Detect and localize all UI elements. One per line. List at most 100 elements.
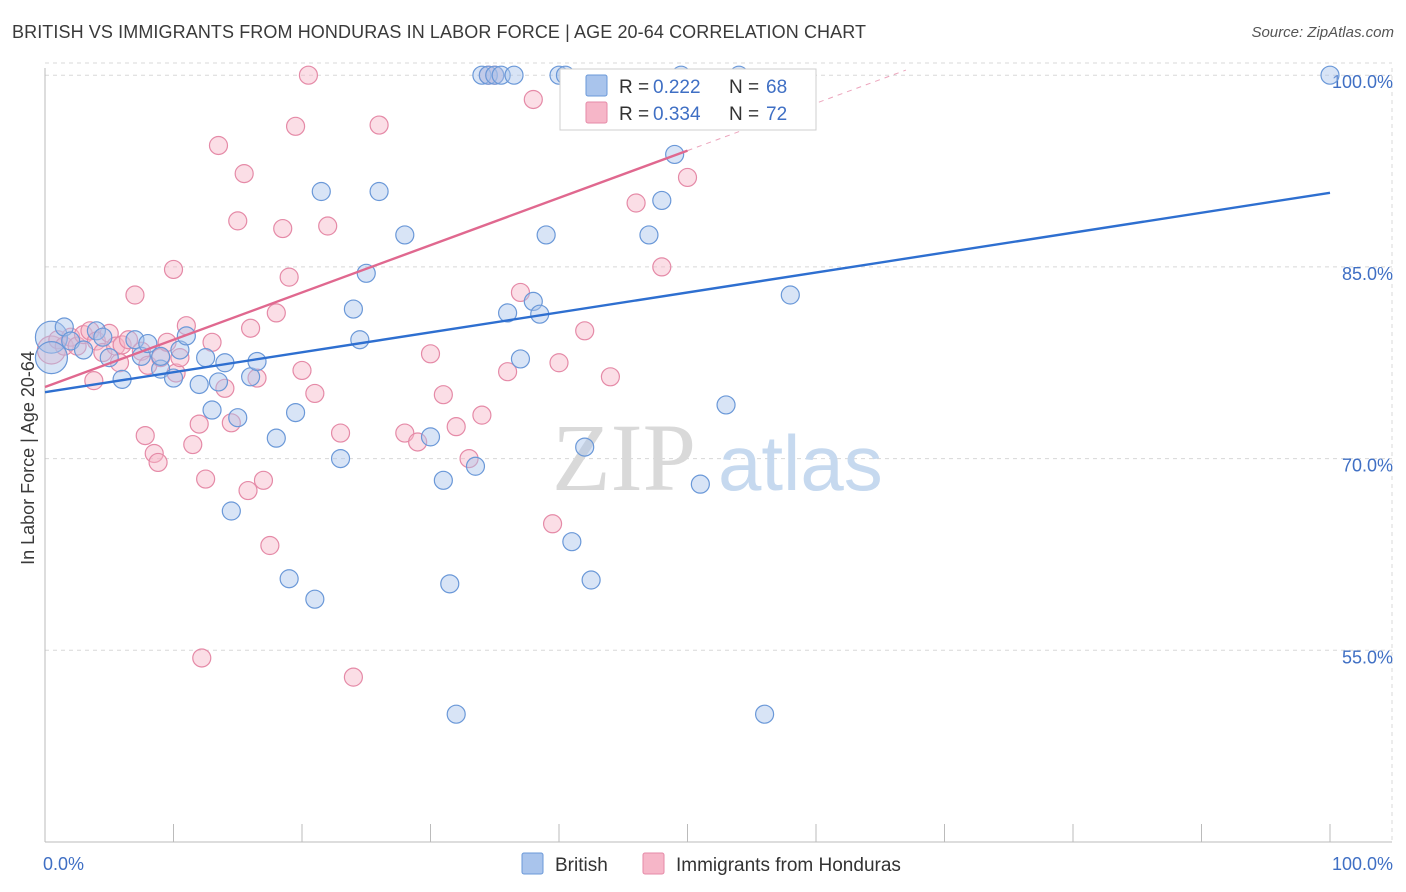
honduras-point — [298, 65, 319, 85]
british-point — [196, 348, 216, 368]
honduras-point — [677, 167, 698, 188]
british-point — [228, 408, 248, 428]
british-point — [125, 330, 145, 350]
honduras-point — [208, 135, 229, 156]
honduras-point — [189, 414, 209, 434]
grid-lines — [45, 62, 1393, 842]
honduras-point — [253, 470, 274, 490]
honduras-point — [626, 193, 646, 213]
honduras-point — [118, 330, 139, 350]
x-tick-label-max: 100.0% — [1332, 854, 1393, 874]
honduras-point — [112, 335, 132, 355]
british-point — [780, 285, 800, 305]
british-point — [420, 427, 441, 447]
legend-r-value-honduras: 0.334 — [653, 104, 701, 125]
watermark-atlas: atlas — [718, 419, 883, 507]
legend: R = 0.222 N = 68 R = 0.334 N = 72 — [559, 68, 817, 131]
british-point — [395, 225, 415, 245]
honduras-point — [292, 360, 312, 381]
honduras-point — [196, 469, 216, 489]
british-point — [266, 428, 286, 448]
british-point — [208, 372, 229, 392]
british-point — [498, 303, 518, 323]
bottom-legend-label-honduras: Immigrants from Honduras — [676, 855, 901, 876]
chart-title: BRITISH VS IMMIGRANTS FROM HONDURAS IN L… — [12, 22, 867, 42]
legend-r-label-honduras: R = — [619, 104, 649, 125]
british-point — [690, 474, 710, 494]
british-point — [446, 704, 466, 724]
x-tick-labels: 0.0% 100.0% — [43, 854, 1393, 874]
british-point — [170, 340, 190, 360]
series-honduras-points — [36, 65, 698, 687]
british-point — [221, 501, 241, 521]
honduras-point — [163, 259, 184, 280]
y-tick-label: 85.0% — [1342, 264, 1393, 284]
british-point — [285, 402, 306, 423]
honduras-trendline-extension — [687, 69, 907, 152]
y-tick-label: 55.0% — [1342, 647, 1393, 667]
legend-n-value-british: 68 — [766, 77, 787, 98]
honduras-point — [238, 480, 258, 501]
trend-lines — [44, 69, 1331, 394]
british-point — [311, 181, 331, 202]
british-point — [652, 190, 672, 211]
honduras-point — [305, 383, 325, 404]
honduras-point — [279, 267, 299, 287]
british-point — [34, 341, 69, 375]
british-point — [440, 574, 460, 594]
honduras-point — [498, 362, 518, 382]
honduras-point — [433, 385, 453, 405]
british-point — [465, 456, 486, 476]
honduras-point — [542, 514, 563, 534]
honduras-point — [135, 425, 155, 446]
british-point — [34, 320, 69, 354]
british-point — [562, 532, 582, 552]
british-point — [504, 65, 524, 85]
legend-swatch-british — [585, 74, 608, 97]
honduras-point — [241, 318, 261, 338]
honduras-point — [192, 648, 212, 668]
british-point — [510, 349, 531, 369]
bottom-legend-swatch-british — [521, 852, 544, 875]
legend-n-value-honduras: 72 — [766, 104, 787, 125]
honduras-point — [472, 405, 492, 425]
y-axis-label: In Labor Force | Age 20-64 — [18, 351, 38, 565]
honduras-point — [318, 216, 338, 236]
honduras-point — [575, 321, 595, 341]
honduras-point — [234, 164, 254, 184]
watermark: ZIP atlas — [552, 404, 883, 511]
bottom-legend-label-british: British — [555, 855, 608, 876]
honduras-point — [84, 371, 104, 391]
legend-r-label-british: R = — [619, 77, 649, 98]
british-point — [73, 340, 94, 360]
honduras-point — [170, 348, 190, 368]
british-point — [581, 570, 601, 590]
british-point — [575, 437, 595, 457]
british-point — [369, 181, 389, 202]
british-point — [279, 569, 299, 589]
honduras-point — [266, 303, 286, 323]
british-point — [1320, 65, 1340, 85]
british-point — [247, 351, 267, 372]
british-point — [189, 374, 209, 395]
british-point — [54, 317, 74, 337]
british-point — [639, 225, 659, 245]
honduras-point — [459, 449, 479, 469]
honduras-point — [148, 452, 168, 473]
british-point — [305, 589, 325, 609]
legend-r-value-british: 0.222 — [653, 77, 701, 98]
british-point — [485, 65, 505, 85]
honduras-point — [260, 535, 280, 556]
y-tick-label: 70.0% — [1342, 456, 1393, 476]
honduras-point — [549, 353, 569, 373]
british-point — [151, 346, 171, 366]
honduras-point — [228, 211, 248, 231]
legend-swatch-honduras — [585, 101, 608, 124]
honduras-point — [285, 116, 306, 136]
honduras-point — [369, 115, 389, 135]
british-trendline — [44, 191, 1331, 394]
british-point — [754, 704, 775, 724]
honduras-point — [523, 89, 543, 110]
british-point — [330, 449, 351, 469]
watermark-zip: ZIP — [552, 404, 696, 511]
